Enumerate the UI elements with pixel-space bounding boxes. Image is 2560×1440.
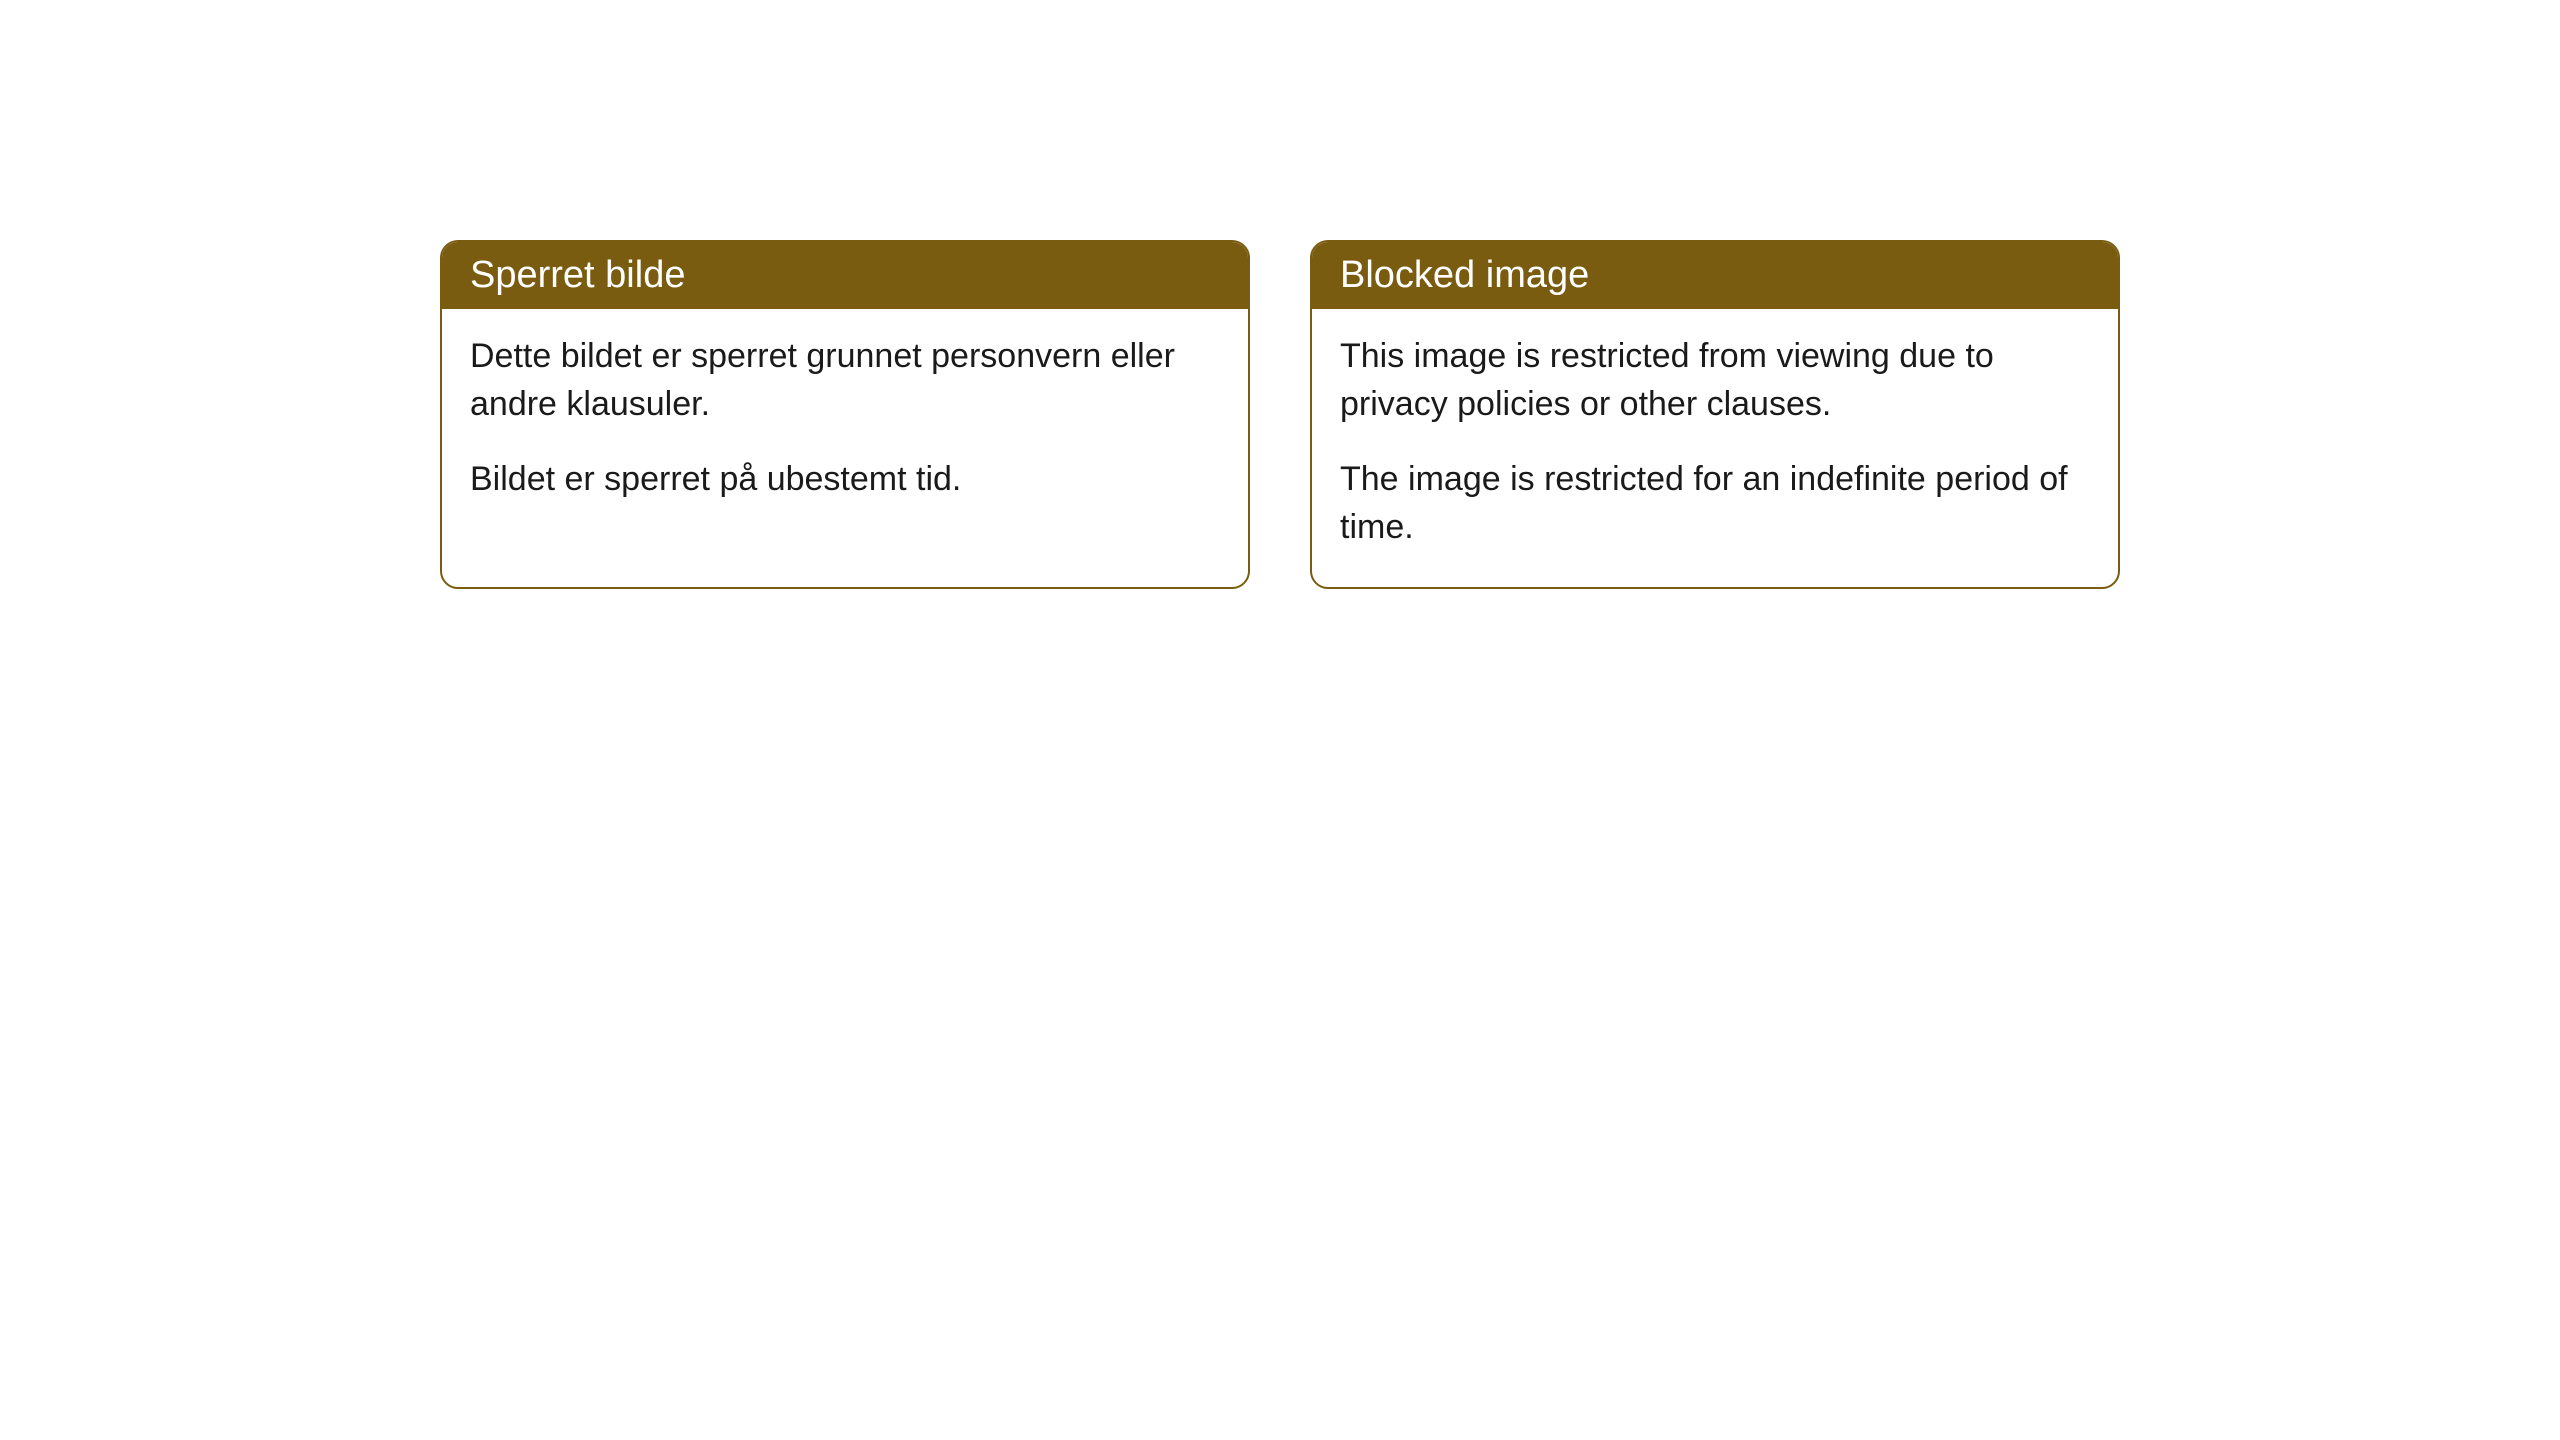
card-header-english: Blocked image [1312, 242, 2118, 309]
card-norwegian: Sperret bilde Dette bildet er sperret gr… [440, 240, 1250, 589]
card-para-2: Bildet er sperret på ubestemt tid. [470, 456, 1220, 504]
card-para-1: Dette bildet er sperret grunnet personve… [470, 333, 1220, 428]
card-english: Blocked image This image is restricted f… [1310, 240, 2120, 589]
card-para-1: This image is restricted from viewing du… [1340, 333, 2090, 428]
card-body-norwegian: Dette bildet er sperret grunnet personve… [442, 309, 1248, 540]
card-title: Blocked image [1340, 254, 1589, 296]
card-body-english: This image is restricted from viewing du… [1312, 309, 2118, 587]
card-header-norwegian: Sperret bilde [442, 242, 1248, 309]
card-para-2: The image is restricted for an indefinit… [1340, 456, 2090, 551]
card-title: Sperret bilde [470, 254, 685, 296]
cards-container: Sperret bilde Dette bildet er sperret gr… [0, 240, 2560, 589]
